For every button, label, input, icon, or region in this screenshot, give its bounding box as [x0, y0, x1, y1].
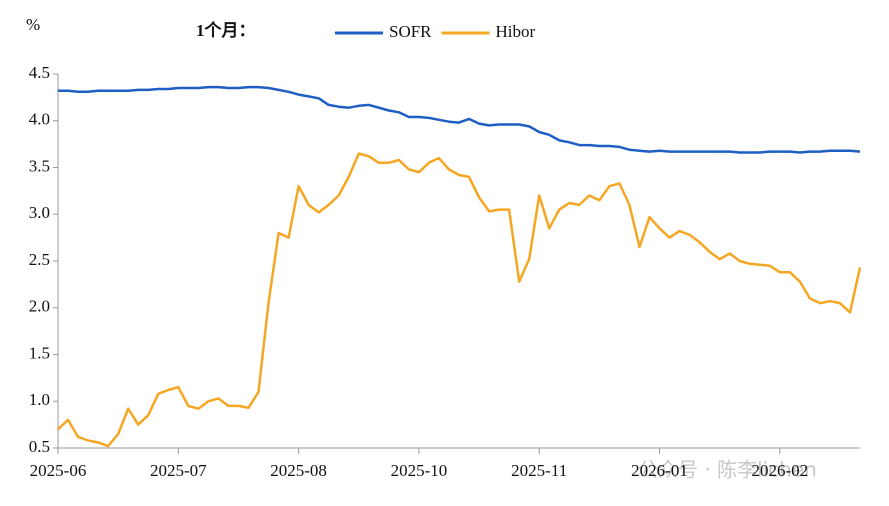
legend-label: Hibor [496, 22, 536, 41]
legend-label: SOFR [389, 22, 432, 41]
y-tick-label: 4.5 [29, 63, 50, 82]
x-tick-label: 2025-06 [30, 461, 87, 480]
y-tick-label: 4.0 [29, 110, 50, 129]
y-tick-label: 0.5 [29, 437, 50, 456]
y-tick-label: 2.0 [29, 297, 50, 316]
x-tick-label: 2026-02 [751, 461, 808, 480]
x-tick-label: 2025-11 [511, 461, 567, 480]
series-line [58, 85, 861, 154]
series-line [57, 152, 862, 448]
watermark: 公众号 · 陈李lichen [638, 458, 817, 482]
x-tick-label: 2025-07 [150, 461, 207, 480]
y-tick-label: 3.0 [29, 203, 50, 222]
y-tick-label: 3.5 [29, 156, 50, 175]
chart-subtitle: 1个月： [196, 20, 256, 40]
x-tick-label: 2026-01 [631, 461, 688, 480]
y-tick-label: 2.5 [29, 250, 50, 269]
y-tick-label: 1.0 [29, 390, 50, 409]
y-tick-label: 1.5 [29, 343, 50, 362]
y-axis-label: % [26, 15, 40, 34]
x-tick-label: 2025-08 [270, 461, 327, 480]
x-tick-label: 2025-10 [391, 461, 448, 480]
